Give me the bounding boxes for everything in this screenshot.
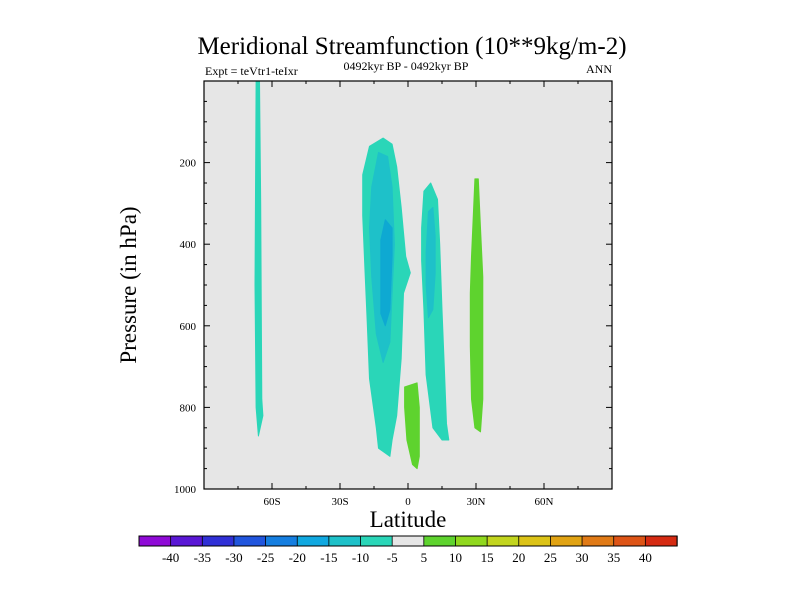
colorbar-label: -40 (162, 550, 179, 565)
y-axis-label: Pressure (in hPa) (116, 206, 141, 363)
y-tick-label: 600 (180, 321, 197, 333)
time-period-label: 0492kyr BP - 0492kyr BP (344, 59, 469, 73)
colorbar-label: -10 (352, 550, 369, 565)
colorbar-swatch (581, 535, 615, 547)
y-tick-label: 1000 (174, 484, 197, 496)
colorbar-label: 20 (512, 550, 525, 565)
x-tick-label: 60N (535, 496, 554, 508)
colorbar-swatch (486, 535, 520, 547)
y-axis: 200 400 600 800 1000 (174, 80, 612, 496)
contour-layer (254, 80, 484, 470)
colorbar-label: 15 (481, 550, 494, 565)
colorbar-swatch (201, 535, 235, 547)
season-label: ANN (586, 62, 612, 76)
contour-cell-2N (404, 382, 420, 470)
x-axis-label: Latitude (370, 507, 447, 532)
colorbar-swatch (328, 535, 362, 547)
y-tick-label: 400 (180, 239, 197, 251)
colorbar-swatch (550, 535, 583, 547)
x-tick-label: 0 (405, 496, 411, 508)
colorbar-swatch (360, 535, 393, 547)
contour-cell-65S (254, 80, 264, 437)
colorbar-label: 25 (544, 550, 557, 565)
experiment-label: Expt = teVtr1-teIxr (205, 64, 298, 78)
contour-cell-30N (469, 178, 484, 433)
colorbar: -40 -35 -30 -25 -20 -15 -10 -5 5 10 15 20 25 30 35 40 (138, 535, 678, 565)
colorbar-swatch (613, 535, 647, 547)
colorbar-swatch (265, 535, 298, 547)
colorbar-frame (138, 535, 678, 547)
colorbar-label: 35 (607, 550, 620, 565)
colorbar-label: -5 (387, 550, 398, 565)
colorbar-swatch (233, 535, 267, 547)
colorbar-label: -35 (194, 550, 211, 565)
colorbar-label: -30 (225, 550, 242, 565)
colorbar-label: -25 (257, 550, 274, 565)
colorbar-swatch (423, 535, 457, 547)
y-tick-label: 800 (180, 402, 197, 414)
colorbar-label: -15 (320, 550, 337, 565)
colorbar-label: 5 (421, 550, 428, 565)
colorbar-label: -20 (289, 550, 306, 565)
colorbar-swatch (391, 535, 425, 547)
colorbar-swatch (296, 535, 330, 547)
colorbar-swatch (138, 535, 172, 547)
x-axis: 60S 30S 0 30N 60N (203, 81, 613, 508)
x-tick-label: 30N (467, 496, 486, 508)
colorbar-swatch (518, 535, 552, 547)
contour-cell-10N-core (425, 207, 436, 319)
colorbar-label: 10 (449, 550, 462, 565)
colorbar-label: 40 (639, 550, 652, 565)
contour-cell-10S-core (380, 219, 393, 327)
y-tick-label: 200 (180, 158, 197, 170)
chart-title: Meridional Streamfunction (10**9kg/m-2) (197, 33, 626, 60)
colorbar-label: 30 (576, 550, 589, 565)
colorbar-swatch (455, 535, 488, 547)
colorbar-swatch (170, 535, 203, 547)
x-tick-label: 60S (263, 496, 280, 508)
x-tick-label: 30S (331, 496, 348, 508)
colorbar-swatch (644, 535, 678, 547)
